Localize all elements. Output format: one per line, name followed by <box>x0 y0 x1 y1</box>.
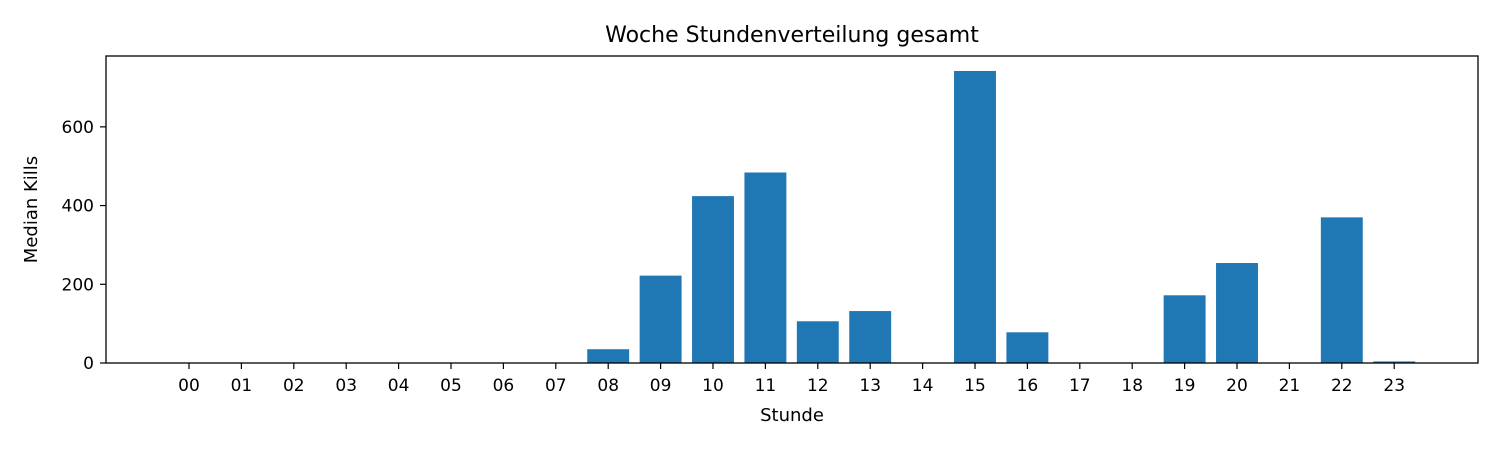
x-tick-label: 13 <box>859 376 881 396</box>
bar-09 <box>639 275 682 363</box>
x-tick-label: 10 <box>702 376 724 396</box>
bar-19 <box>1163 295 1206 363</box>
x-tick-label: 02 <box>283 376 305 396</box>
bar-13 <box>849 311 892 363</box>
x-tick-label: 17 <box>1069 376 1091 396</box>
x-axis-label: Stunde <box>760 405 824 426</box>
bar-22 <box>1320 217 1363 363</box>
bar-23 <box>1373 361 1416 363</box>
x-tick-label: 06 <box>493 376 515 396</box>
x-tick-label: 21 <box>1279 376 1301 396</box>
bar-16 <box>1006 332 1049 363</box>
chart-title: Woche Stundenverteilung gesamt <box>605 23 979 48</box>
x-tick-label: 14 <box>912 376 934 396</box>
y-tick-label: 200 <box>62 275 94 295</box>
x-tick-label: 19 <box>1174 376 1196 396</box>
bar-12 <box>796 321 839 363</box>
x-tick-label: 22 <box>1331 376 1353 396</box>
x-tick-label: 08 <box>597 376 619 396</box>
x-tick-label: 01 <box>231 376 253 396</box>
bars-layer <box>587 70 1416 364</box>
x-tick-label: 16 <box>1017 376 1039 396</box>
x-tick-label: 00 <box>178 376 200 396</box>
x-tick-label: 12 <box>807 376 829 396</box>
x-tick-label: 09 <box>650 376 672 396</box>
x-tick-label: 07 <box>545 376 567 396</box>
bar-15 <box>954 70 996 364</box>
y-axis-ticks: 0 200 400 600 <box>62 118 106 374</box>
x-tick-label: 20 <box>1226 376 1248 396</box>
bar-11 <box>744 172 787 363</box>
bar-10 <box>692 196 734 363</box>
x-tick-label: 23 <box>1383 376 1405 396</box>
x-tick-label: 05 <box>440 376 462 396</box>
x-tick-label: 03 <box>335 376 357 396</box>
bar-08 <box>587 349 630 363</box>
x-tick-label: 18 <box>1121 376 1143 396</box>
x-tick-label: 11 <box>755 376 777 396</box>
y-tick-label: 400 <box>62 197 94 217</box>
x-tick-label: 15 <box>964 376 986 396</box>
x-axis-ticks: 00 01 02 03 04 05 06 07 08 09 10 11 12 13 14 15 16 17 18 19… <box>178 363 1405 396</box>
y-tick-label: 0 <box>83 354 94 374</box>
plot-frame <box>105 55 1479 364</box>
bar-20 <box>1216 263 1258 363</box>
y-tick-label: 600 <box>62 118 94 138</box>
x-tick-label: 04 <box>388 376 410 396</box>
y-axis-label: Median Kills <box>21 156 42 263</box>
